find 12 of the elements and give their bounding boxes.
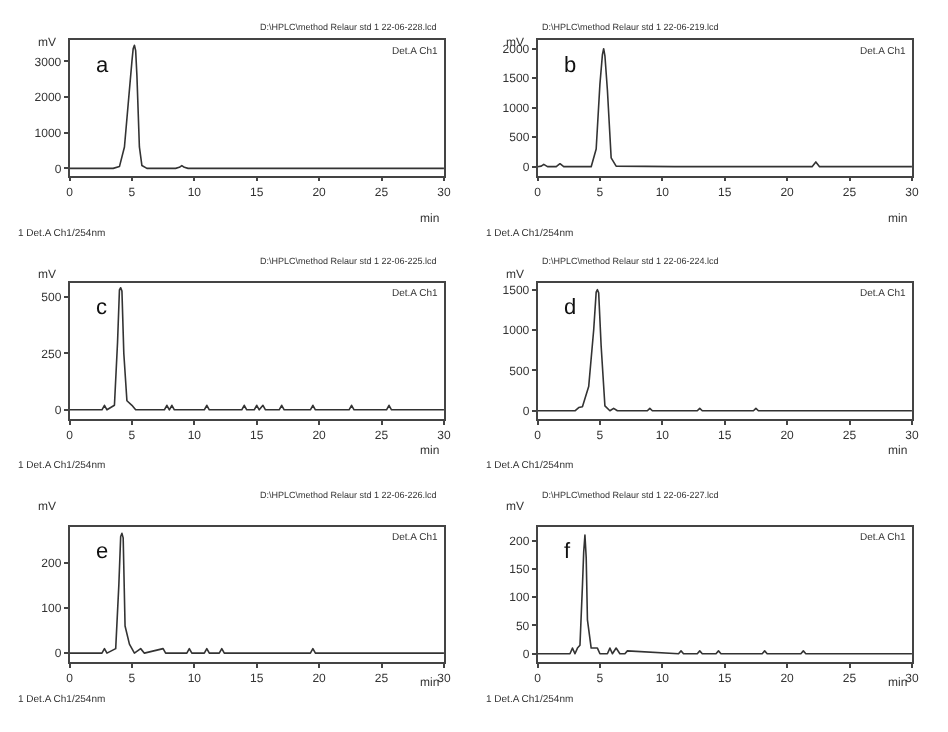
line-series xyxy=(537,534,912,655)
line-series xyxy=(69,286,444,411)
annotation: e xyxy=(96,540,109,564)
line-series xyxy=(537,47,912,168)
line-series xyxy=(69,532,444,654)
annotation: b xyxy=(564,54,577,78)
annotation: f xyxy=(564,540,572,564)
annotation: d xyxy=(564,296,577,320)
line-series xyxy=(537,288,912,412)
annotation: a xyxy=(96,54,110,78)
annotation: c xyxy=(96,296,108,320)
line-series xyxy=(69,44,444,170)
